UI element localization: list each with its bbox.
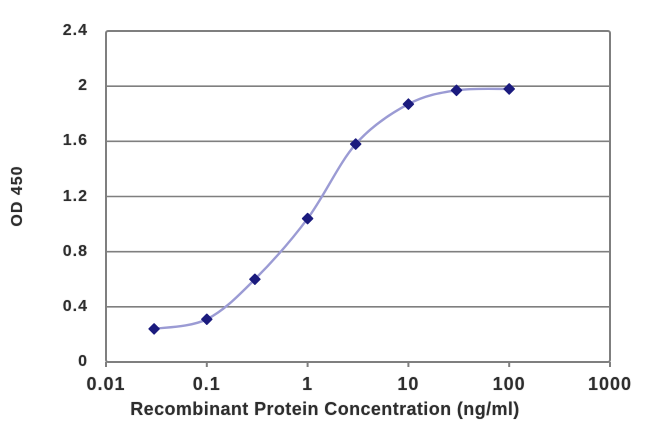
- y-axis-title: OD 450: [9, 165, 26, 227]
- y-tick-label: 0.4: [62, 297, 88, 315]
- data-point-marker: [249, 273, 261, 285]
- y-tick-label: 1.6: [62, 132, 88, 150]
- data-point-marker: [450, 84, 463, 97]
- data-line: [152, 87, 511, 331]
- data-point-marker: [402, 98, 415, 110]
- data-point-marker: [503, 83, 515, 95]
- y-tick-label: 1.2: [62, 187, 88, 205]
- x-axis-title: Recombinant Protein Concentration (ng/ml…: [130, 399, 520, 419]
- y-tick-label: 2: [78, 77, 88, 95]
- plot-border: [105, 30, 611, 363]
- x-tick-label: 1: [302, 374, 314, 394]
- y-tick-label: 0.8: [62, 242, 88, 260]
- y-tick-label: 2.4: [62, 22, 88, 39]
- data-point-marker: [301, 212, 314, 225]
- y-tick-label: 0: [78, 353, 88, 370]
- x-tick-label: 100: [492, 374, 526, 394]
- x-tick-label: 0.01: [86, 374, 126, 394]
- x-tick-label: 10: [397, 374, 420, 394]
- x-tick-label: 0.1: [192, 374, 221, 394]
- x-tick-label: 1000: [587, 374, 633, 394]
- data-point-marker: [349, 138, 362, 150]
- data-point-marker: [148, 323, 160, 335]
- data-point-marker: [201, 313, 213, 325]
